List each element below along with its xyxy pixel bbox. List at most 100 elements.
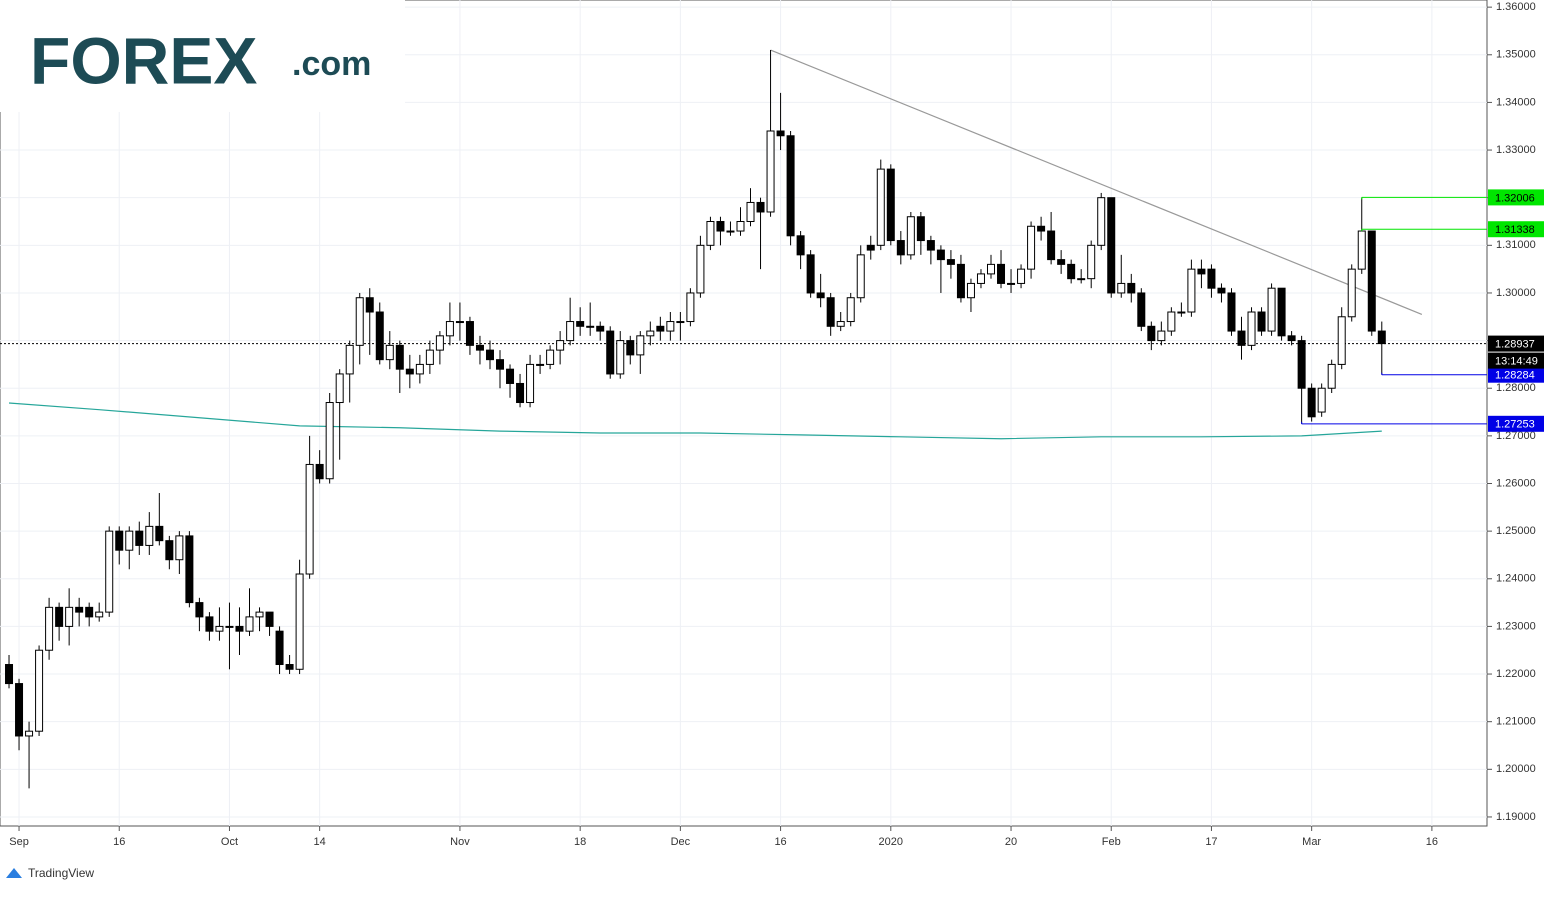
- candle-body: [997, 263, 1006, 284]
- x-tick-label: 20: [1005, 836, 1017, 848]
- candle-body: [696, 244, 705, 294]
- candle-body: [1007, 282, 1016, 285]
- candle-body: [846, 297, 855, 323]
- y-tick-label: 1.30000: [1496, 287, 1536, 299]
- candle-body: [856, 254, 865, 299]
- candle-body: [385, 344, 394, 361]
- candle-body: [746, 201, 755, 223]
- candle-body: [485, 349, 494, 361]
- candle-body: [1237, 330, 1246, 346]
- candle-body: [115, 530, 124, 551]
- candle-body: [265, 611, 274, 627]
- candle-body: [325, 402, 334, 480]
- candle-body: [1117, 282, 1126, 294]
- x-tick-label: Sep: [9, 836, 29, 848]
- candle-body: [305, 463, 314, 575]
- candle-body: [816, 292, 825, 299]
- x-tick-label: 18: [574, 836, 586, 848]
- candle-body: [1137, 292, 1146, 327]
- candle-body: [506, 368, 515, 384]
- candle-body: [295, 573, 304, 670]
- candle-body: [636, 335, 645, 356]
- candle-body: [966, 282, 975, 299]
- y-tick-label: 1.35000: [1496, 49, 1536, 61]
- candle-body: [1377, 330, 1386, 345]
- candle-body: [756, 201, 765, 213]
- candle-body: [826, 297, 835, 327]
- candle-body: [866, 244, 875, 251]
- candle-body: [1297, 340, 1306, 389]
- x-tick-label: Oct: [221, 836, 238, 848]
- candle-body: [956, 263, 965, 299]
- candle-body: [1247, 311, 1256, 346]
- candle-body: [1067, 263, 1076, 280]
- candle-body: [125, 530, 134, 551]
- logo-brand: FOREX: [30, 23, 257, 97]
- candle-body: [5, 664, 14, 685]
- candle-body: [315, 463, 324, 480]
- candle-body: [95, 611, 104, 618]
- candle-body: [1037, 225, 1046, 232]
- candle-body: [886, 168, 895, 242]
- candle-body: [1107, 197, 1116, 294]
- candle-body: [556, 340, 565, 351]
- candle-body: [726, 230, 735, 233]
- candle-body: [365, 297, 374, 313]
- x-tick-label: Feb: [1102, 836, 1121, 848]
- level-label-box: [1488, 189, 1544, 206]
- y-tick-label: 1.26000: [1496, 477, 1536, 489]
- candle-body: [165, 540, 174, 561]
- candle-body: [285, 664, 294, 670]
- candle-body: [435, 335, 444, 351]
- level-label: 1.28284: [1495, 370, 1535, 382]
- x-tick-label: Mar: [1302, 836, 1321, 848]
- footer: TradingView: [28, 866, 94, 880]
- candle-body: [916, 216, 925, 242]
- y-tick-label: 1.19000: [1496, 811, 1536, 823]
- candle-body: [1097, 197, 1106, 246]
- candle-body: [135, 530, 144, 546]
- level-label: 1.32006: [1495, 192, 1535, 204]
- candle-body: [245, 616, 254, 632]
- y-tick-label: 1.34000: [1496, 96, 1536, 108]
- candle-body: [776, 130, 785, 137]
- candle-body: [976, 273, 985, 284]
- candle-body: [596, 325, 605, 332]
- candle-body: [65, 606, 74, 627]
- candle-body: [836, 321, 845, 327]
- candle-body: [526, 363, 535, 404]
- candle-body: [606, 330, 615, 375]
- candle-body: [1337, 316, 1346, 365]
- candle-body: [876, 168, 885, 246]
- candle-body: [1187, 268, 1196, 313]
- candle-body: [716, 221, 725, 232]
- candle-body: [1127, 282, 1136, 294]
- candle-body: [1367, 230, 1376, 332]
- candle-body: [1167, 311, 1176, 332]
- candle-body: [946, 259, 955, 265]
- candle-body: [936, 249, 945, 261]
- candle-body: [1287, 335, 1296, 342]
- candle-body: [1267, 287, 1276, 332]
- x-tick-label: 16: [774, 836, 786, 848]
- level-label-box: [1488, 415, 1544, 432]
- candle-body: [475, 344, 484, 351]
- candle-body: [986, 263, 995, 275]
- candle-body: [45, 606, 54, 651]
- candle-body: [395, 344, 404, 370]
- y-tick-label: 1.24000: [1496, 573, 1536, 585]
- candle-body: [496, 359, 505, 370]
- candle-body: [1257, 311, 1266, 332]
- candle-body: [806, 254, 815, 294]
- candle-body: [445, 321, 454, 337]
- candle-body: [355, 297, 364, 346]
- countdown-label: 13:14:49: [1495, 356, 1538, 368]
- candle-body: [175, 535, 184, 561]
- x-tick-label: 14: [314, 836, 326, 848]
- candle-body: [906, 216, 915, 256]
- candle-body: [225, 625, 234, 628]
- candle-body: [666, 321, 675, 332]
- x-tick-label: 2020: [879, 836, 903, 848]
- last-price-label: 1.28937: [1495, 339, 1535, 351]
